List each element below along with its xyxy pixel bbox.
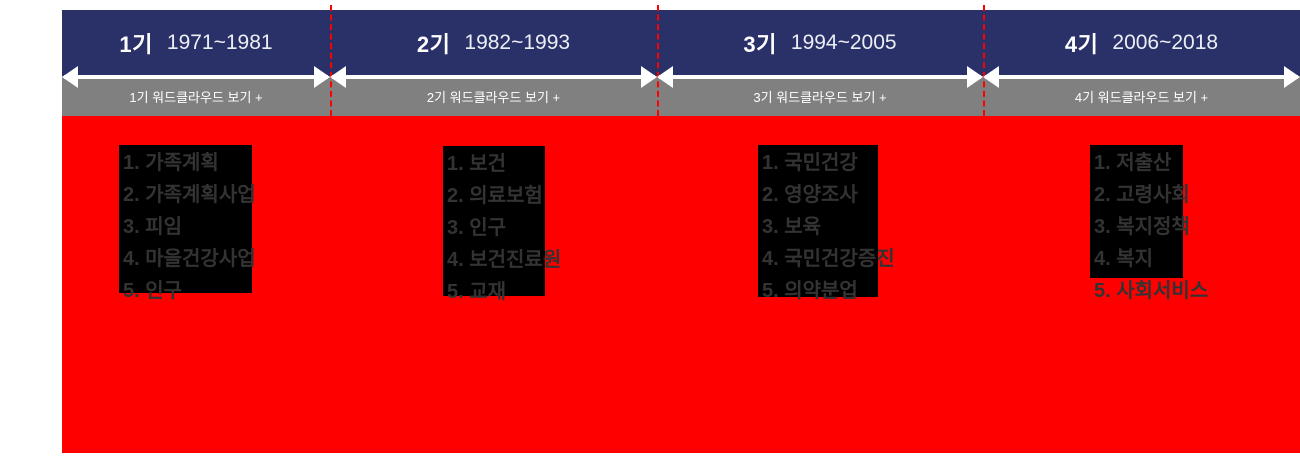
arrowhead-right-icon bbox=[967, 66, 983, 88]
period-2-header: 2기 1982~1993 bbox=[330, 10, 657, 76]
wordcloud-toggle-button-2[interactable]: 2기 워드클라우드 보기 + bbox=[426, 89, 561, 105]
keyword-item: 1. 저출산 bbox=[1094, 152, 1172, 174]
double-arrow-shaft-2 bbox=[332, 75, 655, 79]
keyword-item: 4. 복지 bbox=[1094, 248, 1154, 270]
keyword-item: 3. 피임 bbox=[123, 216, 183, 238]
arrowhead-left-icon bbox=[657, 66, 673, 88]
section-period-3: 3기 1994~2005 3기 워드클라우드 보기 + bbox=[657, 10, 983, 116]
period-3-years: 1994~2005 bbox=[790, 31, 897, 54]
period-header-band bbox=[62, 10, 1300, 76]
keyword-list-period-4: 1. 저출산 2. 고령사회 3. 복지정책 4. 복지 5. 사회서비스 bbox=[1090, 145, 1208, 302]
double-arrow-shaft-3 bbox=[659, 75, 981, 79]
period-2-years: 1982~1993 bbox=[464, 31, 571, 54]
wordcloud-button-band bbox=[62, 76, 1300, 116]
keyword-item: 2. 고령사회 bbox=[1094, 184, 1190, 206]
period-2-label: 2기 bbox=[416, 32, 451, 57]
keyword-item: 5. 인구 bbox=[123, 280, 183, 302]
period-3-header: 3기 1994~2005 bbox=[657, 10, 983, 76]
double-arrow-shaft-1 bbox=[64, 75, 328, 79]
period-4-header: 4기 2006~2018 bbox=[983, 10, 1300, 76]
arrowhead-left-icon bbox=[983, 66, 999, 88]
period-1-header: 1기 1971~1981 bbox=[62, 10, 330, 76]
keyword-item: 2. 영양조사 bbox=[762, 184, 858, 206]
dashed-divider-line bbox=[657, 5, 659, 116]
keyword-item: 1. 보건 bbox=[447, 153, 507, 175]
keyword-item: 5. 사회서비스 bbox=[1094, 280, 1209, 302]
arrowhead-right-icon bbox=[641, 66, 657, 88]
period-4-years: 2006~2018 bbox=[1112, 31, 1219, 54]
keyword-item: 5. 의약분업 bbox=[762, 280, 858, 302]
keyword-item: 3. 복지정책 bbox=[1094, 216, 1190, 238]
period-1-years: 1971~1981 bbox=[166, 31, 273, 54]
arrowhead-right-icon bbox=[1284, 66, 1300, 88]
keyword-item: 4. 국민건강증진 bbox=[762, 248, 895, 270]
keyword-item: 2. 가족계획사업 bbox=[123, 184, 256, 206]
period-3-label: 3기 bbox=[743, 32, 777, 57]
wordcloud-toggle-button-4[interactable]: 4기 워드클라우드 보기 + bbox=[1074, 89, 1209, 105]
keyword-item: 1. 가족계획 bbox=[123, 152, 219, 174]
period-4-label: 4기 bbox=[1064, 32, 1099, 57]
section-period-4: 4기 2006~2018 4기 워드클라우드 보기 + bbox=[983, 10, 1300, 116]
arrowhead-right-icon bbox=[314, 66, 330, 88]
keyword-list-period-1: 1. 가족계획 2. 가족계획사업 3. 피임 4. 마을건강사업 5. 인구 bbox=[119, 145, 256, 302]
dashed-divider-line bbox=[983, 5, 985, 116]
period-1-label: 1기 bbox=[119, 32, 153, 57]
section-period-2: 2기 1982~1993 2기 워드클라우드 보기 + bbox=[330, 10, 657, 116]
wordcloud-toggle-button-1[interactable]: 1기 워드클라우드 보기 + bbox=[129, 89, 263, 105]
keyword-list-period-2: 1. 보건 2. 의료보험 3. 인구 4. 보건진료원 5. 교재 bbox=[443, 146, 562, 303]
keyword-list-period-3: 1. 국민건강 2. 영양조사 3. 보육 4. 국민건강증진 5. 의약분업 bbox=[758, 145, 895, 302]
keyword-item: 5. 교재 bbox=[447, 281, 507, 303]
keyword-item: 3. 인구 bbox=[447, 217, 507, 239]
keyword-item: 4. 마을건강사업 bbox=[123, 248, 256, 270]
wordcloud-toggle-button-3[interactable]: 3기 워드클라우드 보기 + bbox=[753, 89, 887, 105]
keyword-item: 4. 보건진료원 bbox=[447, 249, 562, 271]
keyword-item: 2. 의료보험 bbox=[447, 185, 543, 207]
keyword-item: 1. 국민건강 bbox=[762, 152, 858, 174]
keyword-item: 3. 보육 bbox=[762, 216, 822, 238]
arrowhead-left-icon bbox=[62, 66, 78, 88]
double-arrow-shaft-4 bbox=[985, 75, 1298, 79]
dashed-divider-line bbox=[330, 5, 332, 116]
section-period-1: 1기 1971~1981 1기 워드클라우드 보기 + bbox=[62, 10, 330, 116]
arrowhead-left-icon bbox=[330, 66, 346, 88]
